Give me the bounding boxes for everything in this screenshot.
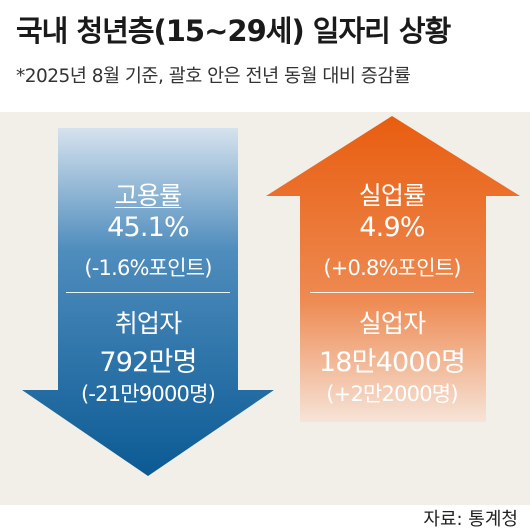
employment-rate-label: 고용률 [114, 181, 182, 210]
employed-value: 792만명 [99, 347, 197, 378]
left-divider [66, 292, 230, 293]
right-divider [310, 292, 474, 293]
employed-change: (-21만9000명) [81, 382, 216, 406]
down-arrow-icon [22, 128, 274, 476]
employment-rate-change: (-1.6%포인트) [84, 256, 212, 280]
employment-rate-value: 45.1% [107, 212, 190, 243]
source-credit: 자료: 통계청 [423, 509, 518, 530]
unemployment-rate-value: 4.9% [359, 212, 425, 243]
unemployed-value: 18만4000명 [318, 347, 466, 378]
up-arrow-icon [266, 116, 520, 422]
page-title: 국내 청년층(15~29세) 일자리 상황 [16, 14, 451, 48]
unemployment-rate-label: 실업률 [358, 181, 426, 210]
page-subtitle: *2025년 8월 기준, 괄호 안은 전년 동월 대비 증감률 [16, 66, 411, 87]
unemployment-rate-change: (+0.8%포인트) [323, 256, 461, 280]
unemployed-change: (+2만2000명) [326, 382, 458, 406]
unemployed-label: 실업자 [358, 309, 426, 338]
employed-label: 취업자 [114, 309, 182, 338]
